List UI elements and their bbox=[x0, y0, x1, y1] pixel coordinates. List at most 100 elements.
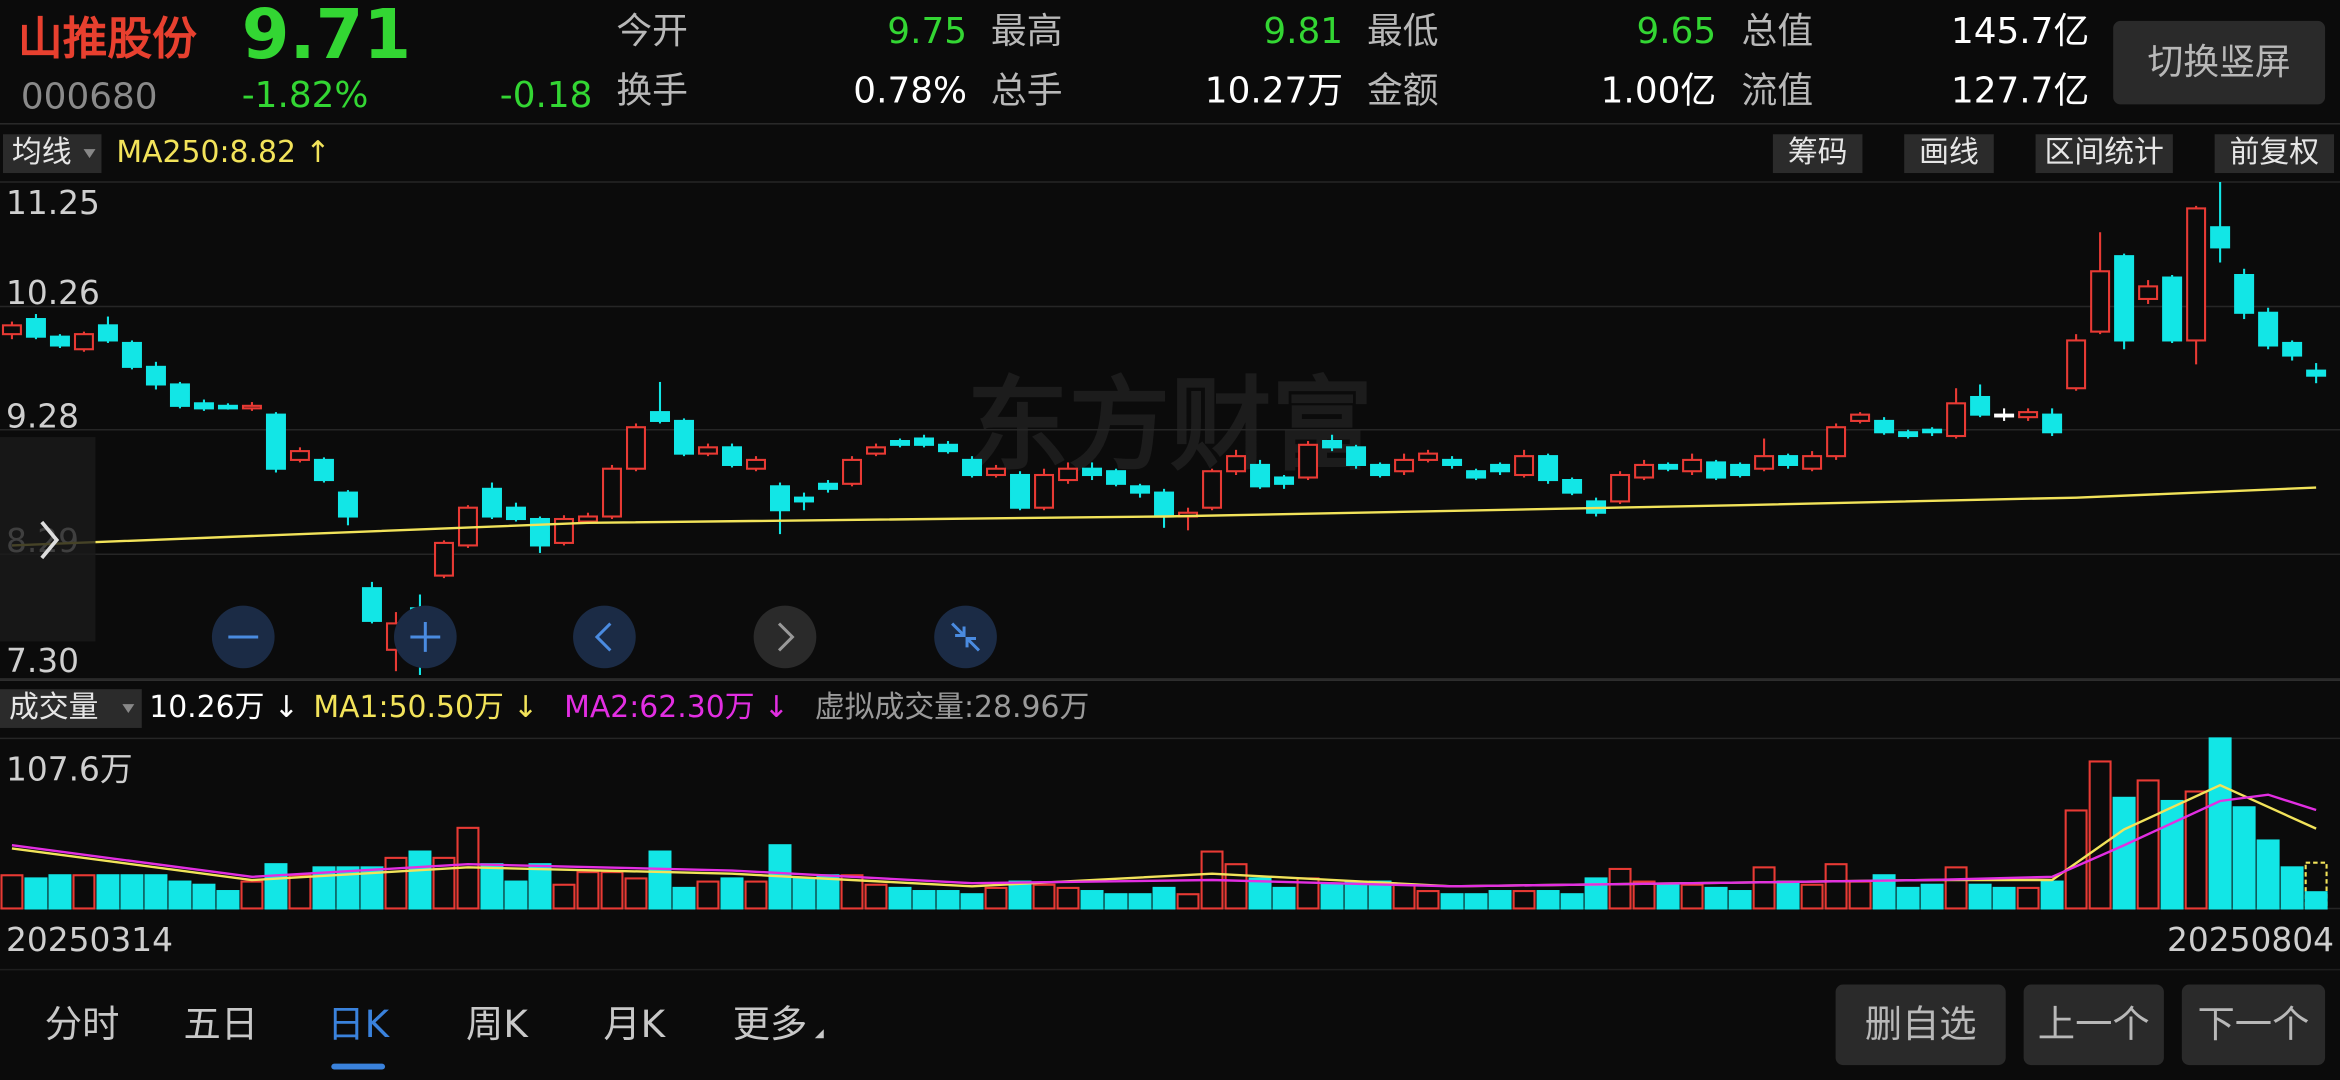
volume-bar bbox=[984, 886, 1008, 910]
tool-button[interactable] bbox=[2035, 134, 2173, 174]
candle-body bbox=[697, 446, 718, 455]
move-left[interactable] bbox=[573, 605, 636, 669]
tab-underline bbox=[331, 1063, 386, 1070]
tab[interactable]: 月K bbox=[603, 1002, 666, 1046]
switch-button[interactable] bbox=[2113, 20, 2326, 105]
candle-body bbox=[2186, 207, 2207, 342]
volume-bar bbox=[1848, 880, 1872, 910]
zoom-controls bbox=[211, 605, 997, 669]
volume-bar bbox=[1968, 883, 1992, 910]
change: -0.18 bbox=[500, 75, 593, 116]
button-label: 上一个 bbox=[2038, 1002, 2150, 1046]
stat-value: 9.65 bbox=[1636, 11, 1716, 52]
candle-body bbox=[1274, 476, 1295, 485]
volume-bar bbox=[1536, 890, 1560, 910]
candle-body bbox=[1202, 470, 1223, 509]
volume-bar bbox=[1344, 880, 1368, 910]
button[interactable] bbox=[2181, 984, 2326, 1066]
tab[interactable]: 五日 bbox=[184, 1002, 259, 1046]
volume-bar bbox=[1656, 883, 1680, 910]
stat-label: 换手 bbox=[616, 70, 688, 111]
tool-button[interactable] bbox=[1904, 134, 1994, 174]
move-right[interactable] bbox=[753, 605, 817, 669]
stat-label: 总手 bbox=[991, 70, 1063, 111]
candle-body bbox=[962, 458, 983, 477]
candle-body bbox=[2282, 341, 2303, 357]
candle-body bbox=[1442, 458, 1463, 466]
stock-name: 山推股份 bbox=[18, 12, 197, 65]
volume-bar bbox=[216, 890, 240, 910]
volume-bar bbox=[912, 890, 936, 910]
button[interactable] bbox=[1835, 984, 2006, 1066]
change-pct: -1.82% bbox=[242, 75, 369, 116]
reset[interactable] bbox=[934, 605, 997, 669]
button[interactable] bbox=[2023, 984, 2164, 1066]
tab[interactable]: 周K bbox=[466, 1002, 529, 1046]
candle-body bbox=[1514, 455, 1535, 477]
tool-button[interactable] bbox=[2214, 134, 2335, 174]
volume-bar bbox=[432, 856, 456, 910]
volume-bar bbox=[1176, 893, 1200, 910]
tab[interactable]: 日K bbox=[327, 1002, 390, 1046]
tool-button-label: 画线 bbox=[1919, 135, 1979, 170]
volume-bar bbox=[840, 874, 864, 910]
volume-bar bbox=[2304, 891, 2328, 910]
candle-body bbox=[1802, 455, 1823, 470]
tab[interactable]: 分时 bbox=[45, 1002, 120, 1046]
candle-body bbox=[121, 341, 142, 368]
tool-button[interactable] bbox=[1772, 134, 1863, 174]
candle-body bbox=[97, 324, 118, 342]
volume-bar bbox=[1248, 877, 1272, 910]
candle-body bbox=[1970, 395, 1991, 416]
volume-bar bbox=[1824, 863, 1848, 910]
candle-body bbox=[1130, 485, 1151, 494]
candle-body bbox=[1058, 467, 1079, 482]
virtual-volume-label: 虚拟成交量:28.96万 bbox=[815, 690, 1089, 725]
candle-body bbox=[625, 426, 646, 470]
candle-body bbox=[265, 413, 286, 470]
volume-label: 10.26万 ↓ bbox=[149, 690, 299, 725]
candle-body bbox=[721, 446, 742, 466]
volume-bar bbox=[576, 871, 600, 910]
candle-body bbox=[1106, 470, 1127, 485]
y-tick-label: 107.6万 bbox=[6, 751, 133, 789]
indicator-select[interactable] bbox=[2, 134, 102, 174]
icon bbox=[951, 622, 981, 652]
candle-body bbox=[938, 443, 959, 453]
volume-bar bbox=[1080, 890, 1104, 910]
volume-bar bbox=[2136, 779, 2160, 910]
candle-body bbox=[673, 419, 694, 455]
stat-label: 最高 bbox=[991, 11, 1063, 52]
volume-bar bbox=[72, 874, 96, 910]
volume-indicator-select[interactable] bbox=[0, 689, 142, 728]
y-tick-label: 11.25 bbox=[6, 184, 100, 222]
candle-body bbox=[2138, 285, 2159, 300]
tool-buttons: 筹码 画线 区间统计 前复权 bbox=[1772, 134, 2335, 174]
volume-bar bbox=[936, 890, 960, 910]
candle-body bbox=[1010, 473, 1031, 509]
volume-bar bbox=[2040, 880, 2064, 910]
volume-bar bbox=[1872, 874, 1896, 910]
candle-body bbox=[1730, 463, 1751, 477]
candle-body bbox=[1394, 458, 1415, 473]
volume-bar bbox=[2256, 839, 2280, 910]
volume-bar bbox=[1416, 890, 1440, 910]
y-tick-label: 10.26 bbox=[6, 274, 100, 312]
expand-icon bbox=[40, 520, 60, 560]
volume-bar bbox=[1008, 880, 1032, 910]
switch-button-label: 切换竖屏 bbox=[2148, 42, 2291, 83]
volume-bar bbox=[408, 850, 432, 910]
candle-body bbox=[1922, 428, 1943, 434]
candle-body bbox=[73, 333, 94, 351]
volume-bar bbox=[2232, 806, 2256, 910]
x-tick-label: 20250314 bbox=[6, 921, 173, 959]
volume-bar bbox=[1704, 886, 1728, 910]
tab[interactable]: 更多 bbox=[733, 1002, 808, 1046]
volume-bar bbox=[480, 863, 504, 910]
candle-body bbox=[505, 506, 526, 521]
volume-bar bbox=[1680, 883, 1704, 910]
candle-body bbox=[842, 458, 863, 485]
side-panel[interactable] bbox=[0, 437, 96, 642]
candle-body bbox=[1, 324, 22, 336]
